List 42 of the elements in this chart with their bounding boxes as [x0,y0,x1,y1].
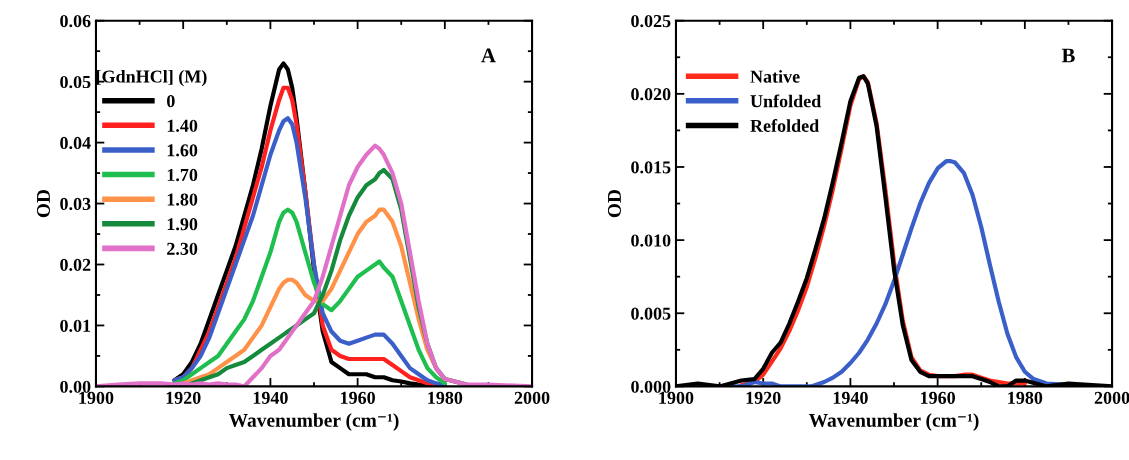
y-tick-label: 0.01 [60,319,91,332]
x-tick-label: 1980 [1008,391,1043,404]
annotation: A [481,48,496,63]
legend-label: 1.60 [167,144,198,157]
y-tick-label: 0.025 [631,14,671,28]
legend-label: 2.30 [167,242,198,255]
y-tick-label: 0.020 [631,88,671,101]
y-tick-label: 0.000 [631,380,671,393]
legend-label: 1.80 [167,193,198,206]
x-tick-label: 1900 [659,391,694,404]
y-tick-label: 0.02 [60,258,91,272]
x-tick-label: 1980 [428,391,463,404]
annotation: B [1061,48,1075,63]
x-tick-label: 1960 [921,391,955,404]
y-tick-label: 0.06 [60,14,91,28]
y-axis-title: OD [36,189,50,218]
legend-label: Native [750,70,800,83]
legend-label: 1.40 [167,119,198,132]
x-tick-label: 1940 [253,391,288,404]
y-tick-label: 0.005 [631,307,671,320]
x-tick-label: 1960 [341,391,375,404]
legend-label: 1.90 [167,218,198,231]
y-tick-label: 0.05 [60,75,91,89]
y-axis-title: OD [607,189,621,218]
legend-label: Refolded [750,119,819,132]
y-tick-label: 0.03 [60,197,91,211]
x-tick-label: 2000 [514,391,550,404]
legend-title: [GdnHCl] (M) [96,69,207,87]
y-tick-label: 0.04 [60,136,91,150]
legend-label: 0 [167,95,175,108]
legend-label: Unfolded [750,94,822,108]
y-tick-label: 0.010 [631,234,671,247]
legend-label: 1.70 [167,168,198,182]
y-tick-label: 0.015 [631,161,671,174]
x-tick-label: 1900 [79,391,114,404]
x-axis-title: Wavenumber (cm⁻¹) [808,413,979,431]
x-tick-label: 1920 [166,391,201,404]
x-axis-title: Wavenumber (cm⁻¹) [228,413,399,431]
y-tick-label: 0.00 [60,380,91,393]
x-tick-label: 2000 [1094,391,1129,404]
x-tick-label: 1920 [746,391,781,404]
x-tick-label: 1940 [833,391,868,404]
